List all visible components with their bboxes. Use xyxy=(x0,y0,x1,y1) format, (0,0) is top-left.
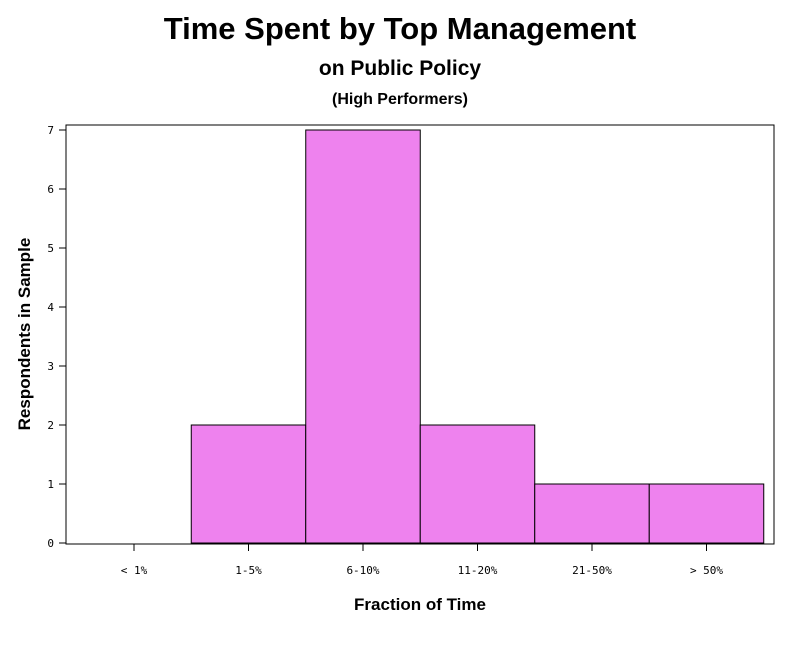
chart-subtitle: on Public Policy xyxy=(319,57,482,80)
x-tick-label: 21-50% xyxy=(572,564,612,577)
y-tick-label: 4 xyxy=(47,301,54,314)
plot-frame xyxy=(65,124,775,545)
y-tick-label: 1 xyxy=(47,478,54,491)
y-tick-label: 5 xyxy=(47,242,54,255)
bar-5 xyxy=(648,483,765,544)
bar-4 xyxy=(534,483,650,544)
y-tick-label: 3 xyxy=(47,360,54,373)
x-tick-label: 11-20% xyxy=(458,564,498,577)
bar-1 xyxy=(190,424,307,544)
x-tick-label: > 50% xyxy=(690,564,723,577)
bars-group xyxy=(190,129,765,544)
y-axis-ticks: 0 1 2 3 4 5 6 7 xyxy=(47,124,66,550)
bar-2 xyxy=(305,129,421,544)
x-tick-label: 6-10% xyxy=(346,564,379,577)
x-tick-label: < 1% xyxy=(121,564,148,577)
y-axis-label: Respondents in Sample xyxy=(15,238,34,431)
x-axis-ticks: < 1% 1-5% 6-10% 11-20% 21-50% > 50% xyxy=(121,544,723,577)
chart-subsubtitle: (High Performers) xyxy=(332,91,468,108)
x-axis-label: Fraction of Time xyxy=(354,595,486,614)
y-tick-label: 2 xyxy=(47,419,54,432)
x-tick-label: 1-5% xyxy=(235,564,262,577)
y-tick-label: 6 xyxy=(47,183,54,196)
chart-title: Time Spent by Top Management xyxy=(164,11,637,46)
bar-3 xyxy=(419,424,536,544)
y-tick-label: 7 xyxy=(47,124,54,137)
y-tick-label: 0 xyxy=(47,537,54,550)
